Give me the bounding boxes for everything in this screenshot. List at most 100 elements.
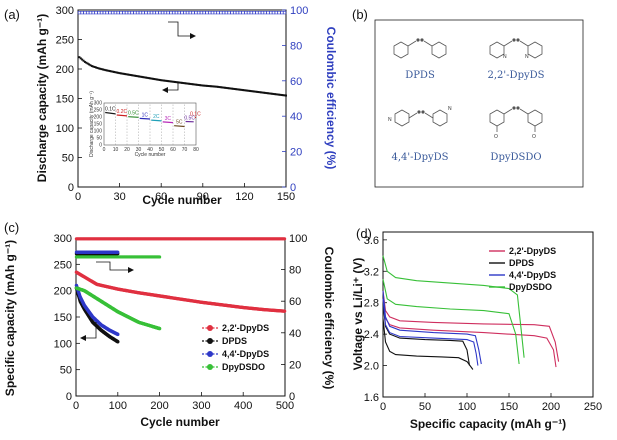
panel-a-capacity-point — [257, 91, 260, 94]
panel-a-ylabel: Discharge capacity (mAh g⁻¹) — [35, 14, 49, 182]
panel-a-capacity-point — [247, 89, 250, 92]
panel-c-y-tick-label: 150 — [54, 312, 72, 324]
panel-a-capacity-point — [240, 88, 243, 91]
panel-a-capacity-point — [101, 68, 104, 71]
panel-a-label: (a) — [4, 7, 20, 22]
panel-a-capacity-point — [178, 81, 181, 84]
panel-a-inset-rate-label: 0.5C — [128, 111, 139, 117]
panel-a-efficiency-point — [180, 11, 184, 15]
molecule-dpds-structure — [393, 38, 447, 59]
panel-a-efficiency-point — [224, 11, 228, 15]
panel-a-capacity-point — [140, 75, 143, 78]
panel-a-inset-x-tick-label: 60 — [170, 147, 176, 153]
panel-a-x-tick-label: 120 — [235, 191, 253, 203]
panel-a-capacity-point — [233, 88, 236, 91]
panel-d-y-tick-label: 1.6 — [364, 392, 379, 404]
panel-a-inset-rate-segment — [162, 121, 174, 124]
molecule-dpydsdo-label: DpyDSDO — [490, 152, 541, 163]
molecule-dpds-label: DPDS — [405, 70, 435, 81]
molecule-22dpyds-structure — [489, 38, 543, 59]
panel-a-capacity-point — [219, 86, 222, 89]
panel-c-x-tick-label: 100 — [109, 400, 127, 412]
panel-a-inset-x-tick-label: 70 — [182, 147, 188, 153]
panel-c-y2-tick-label: 20 — [289, 359, 301, 371]
panel-a-y2-ticks: 0 20 40 60 80 100 — [282, 5, 308, 194]
panel-c-x-tick-label: 300 — [192, 400, 210, 412]
panel-a-efficiency-point — [183, 11, 187, 15]
panel-d-discharge-curve — [382, 298, 557, 368]
panel-a-capacity-point — [230, 87, 233, 90]
panel-a-x-ticks: 0 30 60 90 120 150 — [75, 183, 295, 203]
panel-a-capacity-point — [273, 93, 276, 96]
panel-a-efficiency-point — [166, 11, 170, 15]
panel-a-capacity-point — [151, 77, 154, 80]
panel-d-discharge-curve — [382, 302, 471, 366]
panel-a-capacity-point — [261, 91, 264, 94]
panel-a-inset-rate-segment — [151, 119, 162, 122]
panel-d-legend-label: DpyDSDO — [509, 282, 552, 292]
panel-a-efficiency-point — [130, 11, 134, 15]
panel-a-inset-rate-label: 0.1C — [190, 111, 201, 117]
panel-c-label: (c) — [4, 220, 19, 235]
panel-a-capacity-point — [186, 82, 189, 85]
panel-d-x-tick-label: 50 — [419, 401, 431, 413]
panel-c-arrow-capacity — [86, 322, 97, 339]
panel-c: (c) 0 50 100 150 200 250 300 0 20 40 60 80 100 0 100… — [3, 220, 336, 429]
panel-a-y-tick-label: 50 — [62, 153, 74, 165]
panel-c-y2-tick-label: 100 — [289, 233, 307, 245]
molecule-44dpyds-label: 4,4'-DpyDS — [392, 152, 449, 163]
panel-a-capacity-point — [149, 77, 152, 80]
panel-a-efficiency-point — [274, 11, 278, 15]
panel-a-inset-x-tick-label: 10 — [113, 147, 119, 153]
panel-a-efficiency-point — [141, 11, 145, 15]
panel-a-y2-tick-label: 20 — [290, 147, 302, 159]
molecule-44dpyds-n1: N — [388, 117, 392, 123]
panel-a-inset-x-tick-label: 20 — [124, 147, 130, 153]
panel-a-capacity-point — [100, 68, 103, 71]
panel-c-x-tick-label: 500 — [276, 400, 294, 412]
panel-a-capacity-point — [139, 75, 142, 78]
panel-d-y-ticks: 1.6 2.0 2.4 2.8 3.2 3.6 — [364, 235, 387, 404]
panel-a-efficiency-point — [271, 11, 276, 15]
panel-a-efficiency-point — [199, 11, 204, 15]
panel-a-efficiency-point — [191, 11, 195, 15]
panel-a-inset-rate-segment — [174, 125, 185, 128]
panel-a-capacity-point — [160, 79, 163, 82]
panel-a-capacity-point — [276, 93, 279, 96]
panel-d-series — [382, 255, 560, 370]
panel-a-efficiency-point — [80, 11, 84, 15]
panel-a-capacity-point — [285, 94, 287, 97]
panel-a-capacity-point — [79, 57, 82, 60]
panel-c-y2-tick-label: 0 — [289, 391, 295, 403]
panel-a-capacity-point — [174, 80, 177, 83]
panel-b-label: (b) — [352, 7, 368, 22]
panel-a-capacity-point — [208, 85, 211, 88]
panel-a-capacity-point — [135, 74, 138, 77]
panel-a-capacity-point — [90, 65, 93, 68]
panel-a-inset-rate-segment — [105, 111, 116, 115]
panel-d-label: (d) — [356, 226, 372, 241]
panel-d-legend-label: 2,2'-DpyDS — [509, 246, 556, 256]
panel-a-efficiency-point — [194, 11, 198, 15]
panel-a-capacity-point — [185, 82, 188, 85]
panel-a-arrow-efficiency — [168, 21, 190, 37]
panel-a-efficiency-point — [233, 11, 237, 15]
panel-a-capacity-point — [205, 84, 208, 87]
panel-d-discharge-curve — [382, 255, 525, 358]
panel-d-x-tick-label: 200 — [542, 401, 560, 413]
panel-c-y-tick-label: 50 — [60, 365, 72, 377]
panel-a-y2-tick-label: 80 — [290, 40, 302, 52]
panel-d-x-tick-label: 100 — [458, 401, 476, 413]
panel-c-legend: 2,2'-DpyDS DPDS 4,4'-DpyDS DpyDSDO — [202, 323, 269, 372]
panel-a-efficiency-point — [266, 11, 270, 15]
panel-a-capacity-point — [125, 73, 128, 76]
panel-a-efficiency-point — [97, 11, 101, 15]
panel-a-efficiency-point — [244, 11, 248, 15]
panel-a-x-tick-label: 150 — [277, 191, 295, 203]
panel-a-inset-x-tick-label: 40 — [147, 147, 153, 153]
panel-a-capacity-point — [115, 71, 118, 74]
panel-a-capacity-point — [118, 72, 121, 75]
panel-a-efficiency-point — [113, 11, 118, 15]
panel-a-capacity-point — [250, 90, 253, 93]
